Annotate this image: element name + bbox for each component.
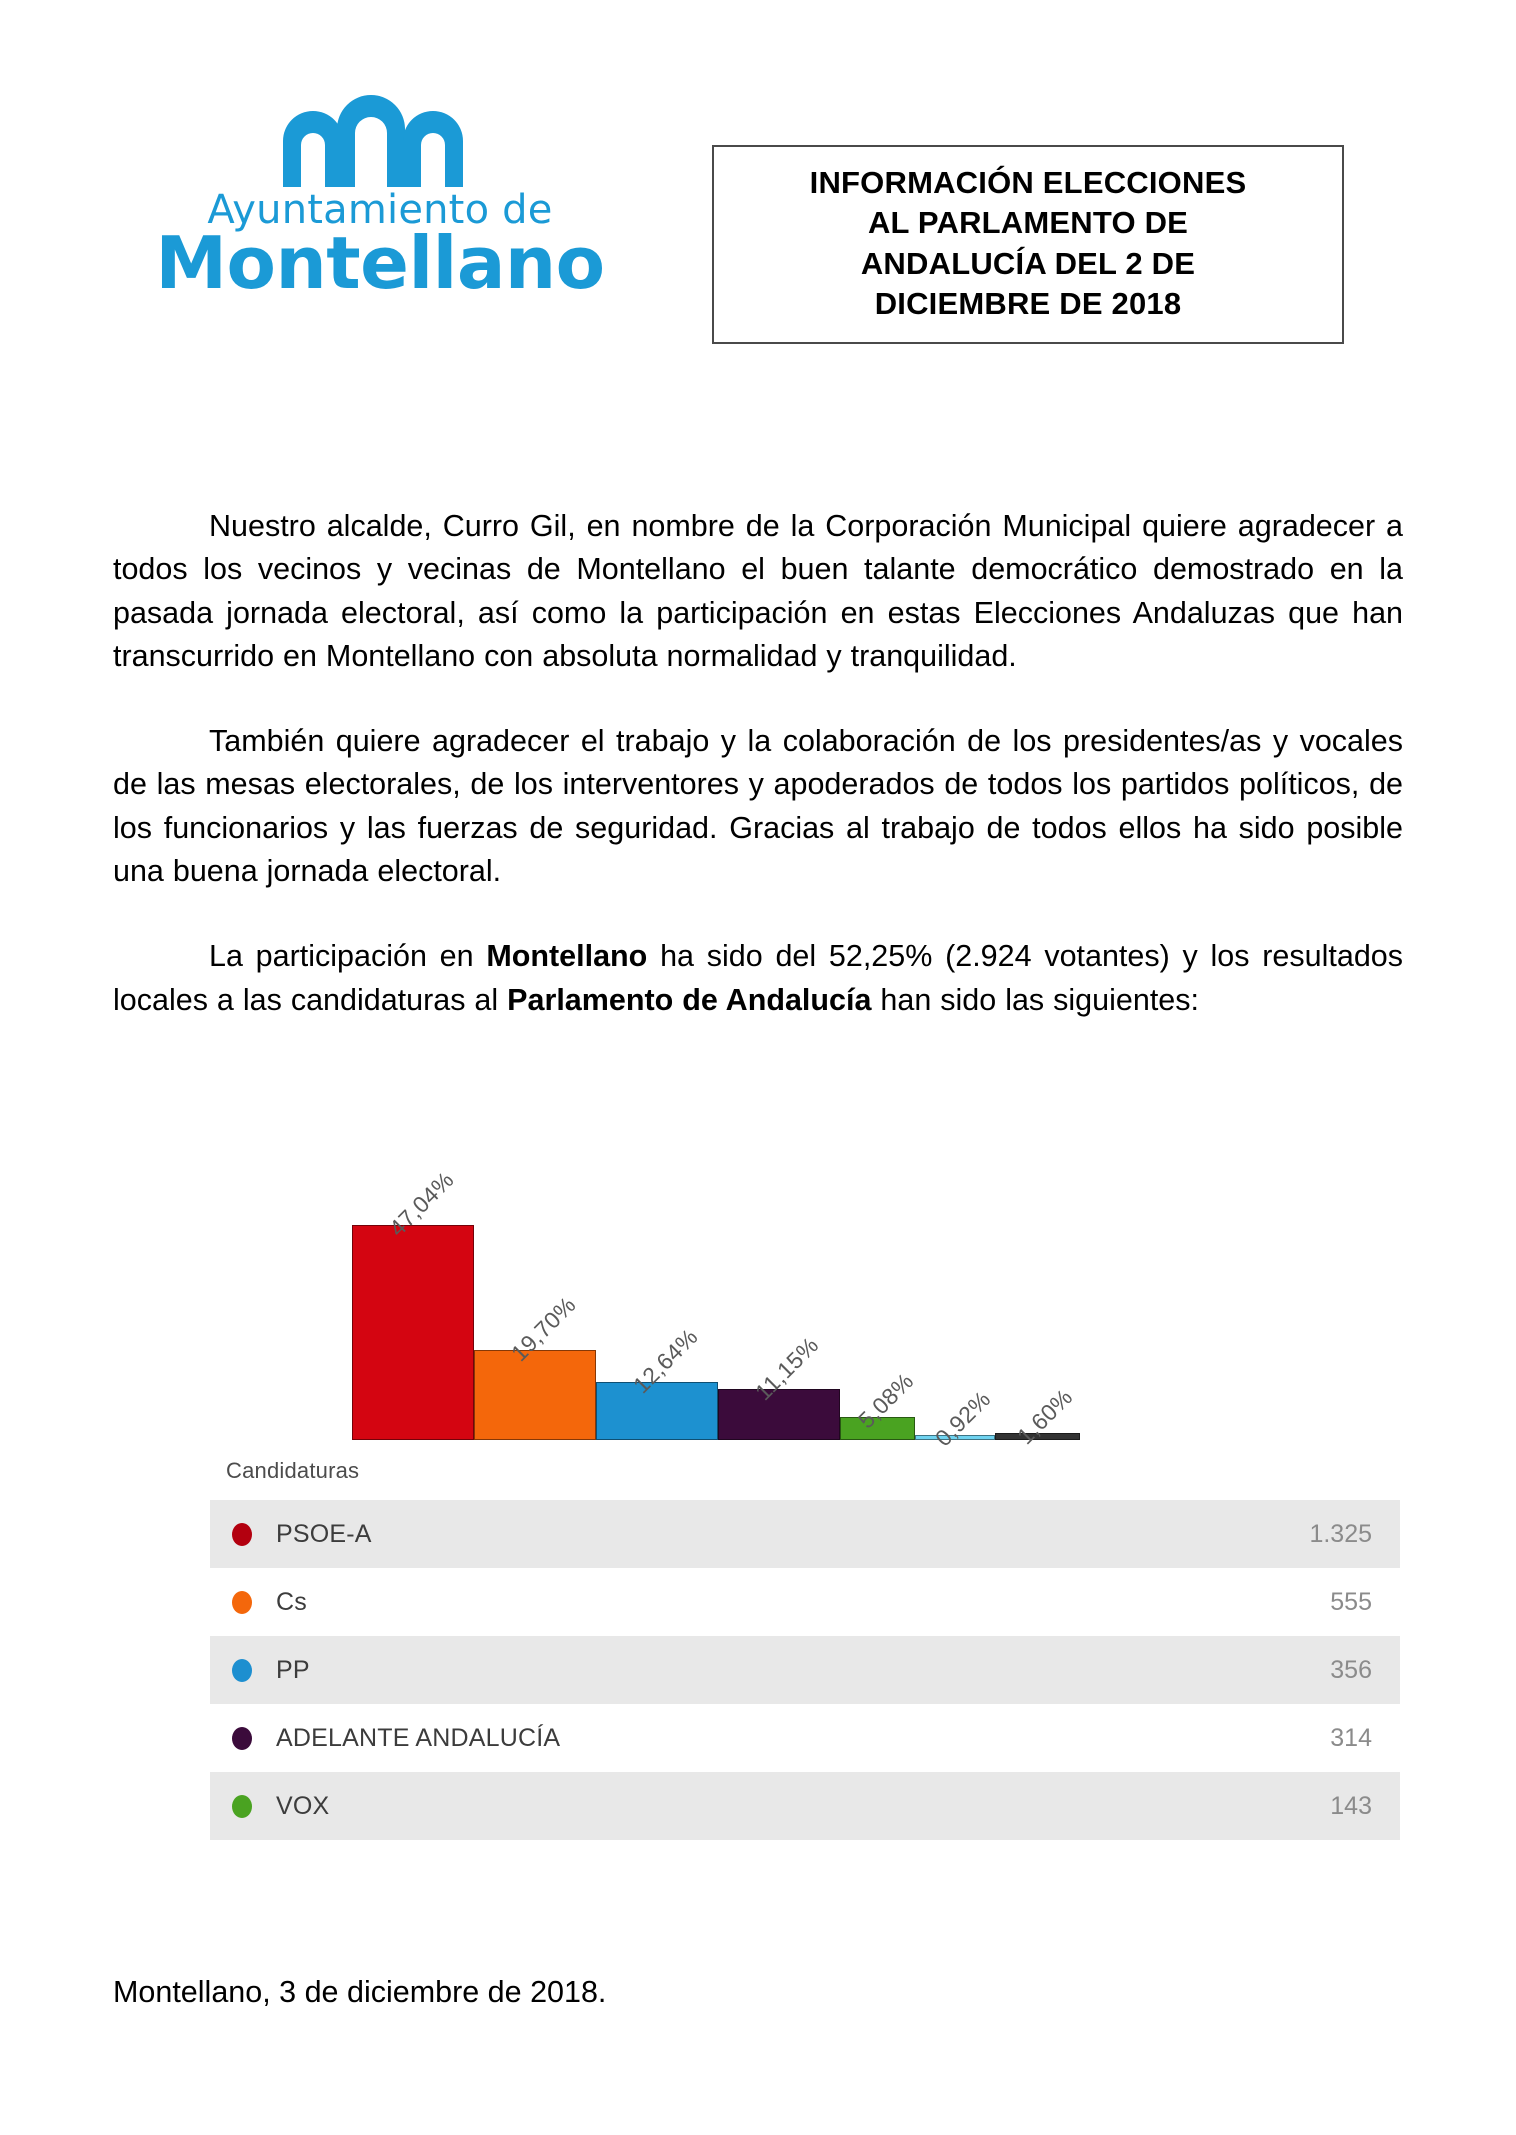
paragraph-3-part-a: La participación en xyxy=(209,939,487,974)
bar-fill xyxy=(915,1435,995,1440)
paragraph-3-part-e: han sido las siguientes: xyxy=(871,982,1199,1017)
title-box: INFORMACIÓN ELECCIONES AL PARLAMENTO DE … xyxy=(712,145,1344,345)
chart-bar-adelante-andalucía xyxy=(718,1389,840,1440)
paragraph-3-part-c: ha sido del 52,25% (2.924 votantes) y lo… xyxy=(113,939,1403,1017)
chart-legend-table: Candidaturas PSOE-A 1.325 Cs 555 PP 356 ADELAN… xyxy=(210,1458,1400,1840)
paragraph-1: Nuestro alcalde, Curro Gil, en nombre de… xyxy=(113,509,1403,673)
paragraph-2: También quiere agradecer el trabajo y la… xyxy=(113,724,1403,889)
paragraph-3-bold-montellano: Montellano xyxy=(486,939,648,974)
legend-color-dot-icon xyxy=(232,1726,252,1750)
legend-title: Candidaturas xyxy=(226,1458,360,1483)
legend-row: PSOE-A 1.325 xyxy=(210,1500,1400,1568)
ayuntamiento-logo: Ayuntamiento de Montellano xyxy=(150,95,610,299)
bar-fill xyxy=(995,1432,1080,1440)
chart-bar-otros-6 xyxy=(995,1432,1080,1440)
chart-bar-psoe-a xyxy=(352,1225,474,1440)
legend-row: Cs 555 xyxy=(210,1568,1400,1636)
legend-vote-count: 314 xyxy=(1330,1723,1372,1752)
title-line-3: ANDALUCÍA DEL 2 DE xyxy=(860,245,1196,281)
bar-fill xyxy=(352,1225,474,1440)
chart-bar-pp xyxy=(596,1382,718,1440)
document-footer-date: Montellano, 3 de diciembre de 2018. xyxy=(113,1975,607,2009)
legend-party-name: VOX xyxy=(276,1791,330,1820)
chart-bar-vox xyxy=(840,1416,915,1440)
legend-row: ADELANTE ANDALUCÍA 314 xyxy=(210,1704,1400,1772)
bar-fill xyxy=(718,1389,840,1440)
legend-rows: PSOE-A 1.325 Cs 555 PP 356 ADELANTE ANDALUCÍA 3… xyxy=(210,1500,1400,1840)
paragraph-3-bold-parlamento: Parlamento de Andalucía xyxy=(507,982,872,1017)
title-line-4: DICIEMBRE DE 2018 xyxy=(874,285,1182,321)
chart-bar-otros-5 xyxy=(915,1435,995,1440)
bar-fill xyxy=(474,1349,596,1440)
legend-party-name: PSOE-A xyxy=(276,1519,372,1548)
legend-row: PP 356 xyxy=(210,1636,1400,1704)
bar-fill xyxy=(596,1382,718,1440)
legend-color-dot-icon xyxy=(232,1522,252,1546)
legend-color-dot-icon xyxy=(232,1590,252,1614)
title-line-2: AL PARLAMENTO DE xyxy=(867,205,1189,241)
document-header: Ayuntamiento de Montellano INFORMACIÓN E… xyxy=(0,0,1516,400)
legend-party-name: Cs xyxy=(276,1587,307,1616)
legend-vote-count: 555 xyxy=(1330,1587,1372,1616)
legend-row: VOX 143 xyxy=(210,1772,1400,1840)
arch-monument-icon xyxy=(283,95,463,187)
document-body: Nuestro alcalde, Curro Gil, en nombre de… xyxy=(113,505,1403,1064)
logo-line-1: Ayuntamiento de xyxy=(207,187,553,233)
legend-vote-count: 1.325 xyxy=(1309,1519,1372,1548)
legend-color-dot-icon xyxy=(232,1794,252,1818)
legend-vote-count: 143 xyxy=(1330,1791,1372,1820)
legend-party-name: ADELANTE ANDALUCÍA xyxy=(276,1723,561,1752)
paragraph-3: La participación en Montellano ha sido d… xyxy=(113,935,1403,1022)
election-results-chart: 47,04% 19,70% 12,64% 11,15% 5,08% 0,92% 1,60% … xyxy=(210,1140,1400,1900)
logo-line-2: Montellano xyxy=(155,221,605,305)
bar-value-label: 0,92% xyxy=(929,1385,996,1452)
chart-bar-cs xyxy=(474,1349,596,1440)
legend-vote-count: 356 xyxy=(1330,1655,1372,1684)
bar-fill xyxy=(840,1416,915,1440)
title-line-1: INFORMACIÓN ELECCIONES xyxy=(809,165,1247,200)
legend-party-name: PP xyxy=(276,1655,310,1684)
chart-bars-area: 47,04% 19,70% 12,64% 11,15% 5,08% 0,92% 1,60% xyxy=(210,1140,1400,1451)
legend-color-dot-icon xyxy=(232,1658,252,1682)
